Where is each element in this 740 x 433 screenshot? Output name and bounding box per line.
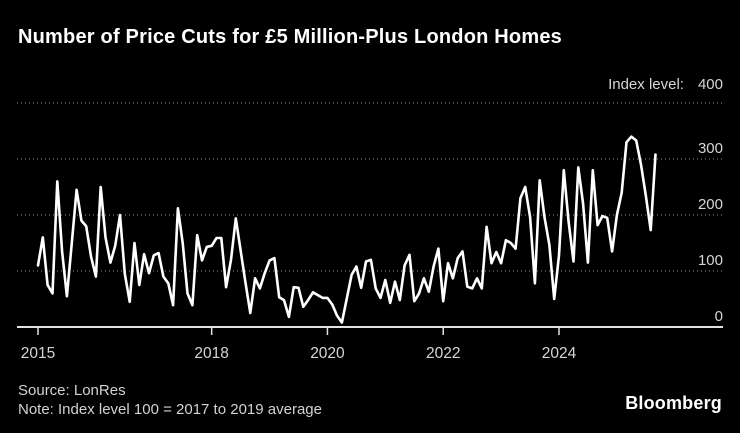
x-tick-label-2018: 2018	[194, 345, 228, 362]
y-tick-label-300: 300	[698, 140, 723, 157]
y-tick-label-0: 0	[715, 308, 723, 325]
y-axis-header: Index level: 400	[608, 76, 723, 93]
y-axis-top-tick-label: 400	[697, 76, 723, 93]
source-note: Source: LonRes	[18, 382, 126, 399]
x-tick-label-2024: 2024	[542, 345, 577, 362]
x-tick-label-2022: 2022	[426, 345, 460, 362]
methodology-note: Note: Index level 100 = 2017 to 2019 ave…	[18, 401, 322, 418]
y-tick-label-100: 100	[698, 252, 723, 269]
bloomberg-logo: Bloomberg	[625, 393, 722, 413]
y-tick-label-200: 200	[698, 196, 723, 213]
chart-footnotes: Source: LonRes Note: Index level 100 = 2…	[18, 381, 322, 419]
x-tick-label-2020: 2020	[310, 345, 345, 362]
x-tick-label-2015: 2015	[21, 345, 55, 362]
price-cuts-line	[36, 135, 657, 324]
y-axis-unit-label: Index level:	[608, 76, 684, 93]
chart-title: Number of Price Cuts for £5 Million-Plus…	[18, 26, 562, 48]
